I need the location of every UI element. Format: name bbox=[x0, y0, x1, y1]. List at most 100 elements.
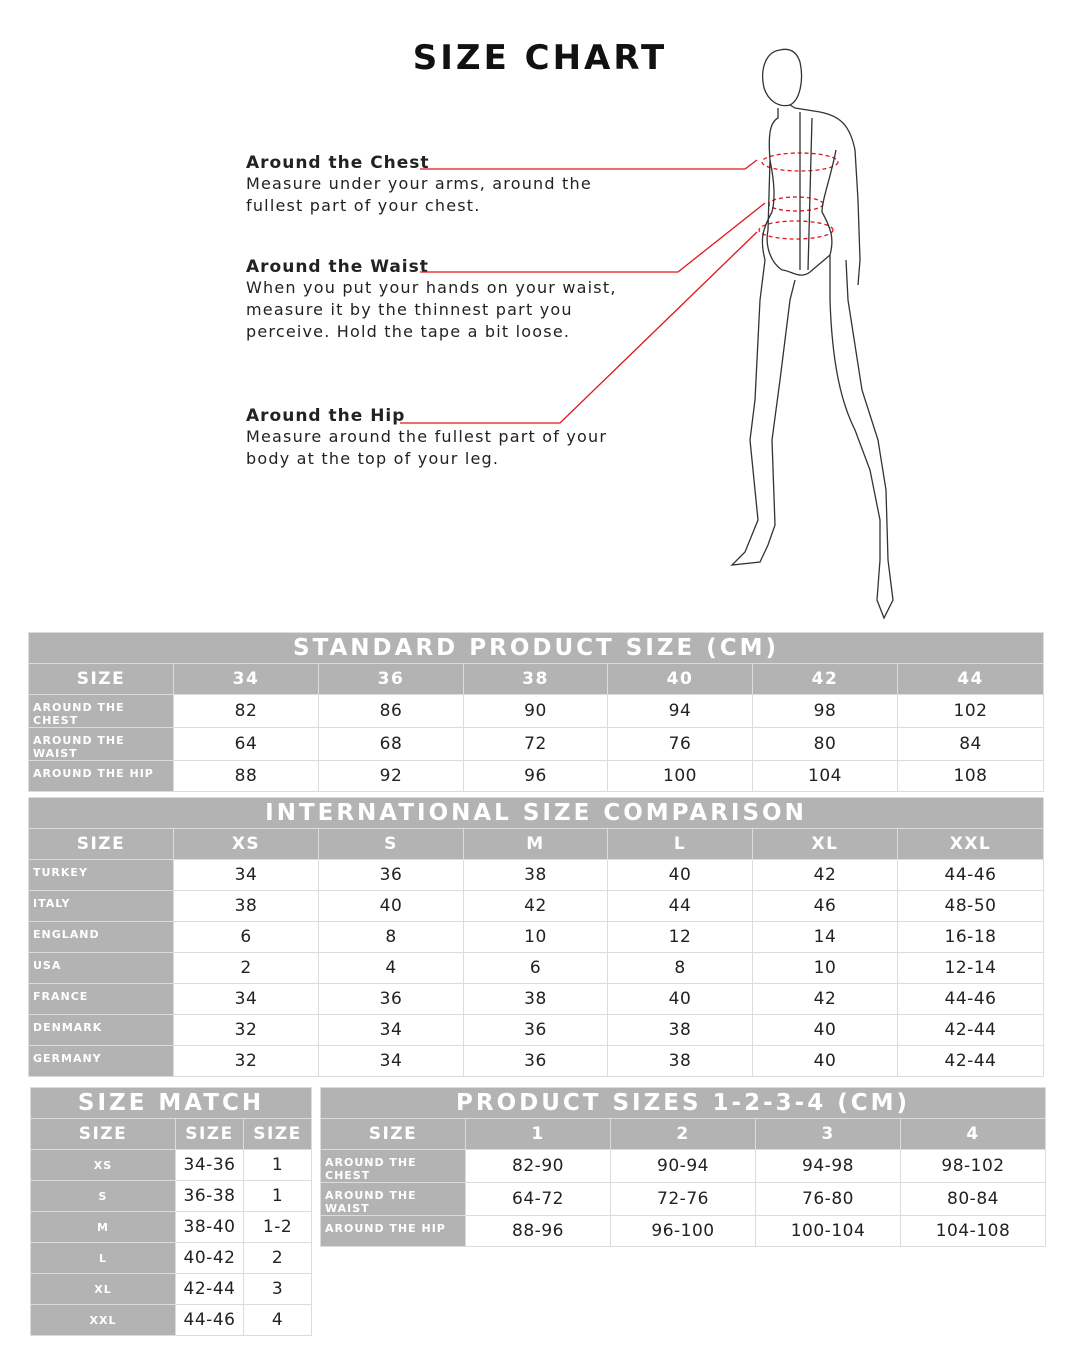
table-cell: 12-14 bbox=[897, 952, 1044, 984]
table-cell: 6 bbox=[463, 952, 608, 984]
table-cell: 38 bbox=[607, 1014, 753, 1046]
table-cell: 3 bbox=[242, 1273, 313, 1305]
table-cell: 76 bbox=[607, 727, 753, 761]
header-row: SIZE 34 36 38 40 42 44 bbox=[28, 663, 1045, 695]
table-cell: 34 bbox=[173, 859, 319, 891]
column-header: SIZE bbox=[242, 1118, 313, 1150]
table-cell: 4 bbox=[242, 1304, 313, 1336]
table-row: AROUND THE WAIST 64-72 72-76 76-80 80-84 bbox=[320, 1182, 1046, 1216]
table-cell: 36 bbox=[463, 1014, 608, 1046]
table-cell: 34-36 bbox=[175, 1149, 244, 1181]
waist-heading: Around the Waist bbox=[246, 257, 429, 277]
table-row: GERMANY 32 34 36 38 40 42-44 bbox=[28, 1045, 1044, 1077]
row-label: M bbox=[30, 1211, 176, 1243]
header-row: SIZE XS S M L XL XXL bbox=[28, 828, 1044, 860]
table-row: AROUND THE HIP 88 92 96 100 104 108 bbox=[28, 760, 1045, 792]
row-label: AROUND THE HIP bbox=[28, 760, 174, 792]
table-title: INTERNATIONAL SIZE COMPARISON bbox=[28, 797, 1044, 829]
table-cell: 48-50 bbox=[897, 890, 1044, 922]
chest-description: Measure under your arms, around the full… bbox=[246, 174, 592, 215]
column-header: 3 bbox=[755, 1118, 901, 1150]
row-label: TURKEY bbox=[28, 859, 174, 891]
table-title: PRODUCT SIZES 1-2-3-4 (CM) bbox=[320, 1087, 1046, 1119]
table-cell: 44-46 bbox=[897, 859, 1044, 891]
table-cell: 40 bbox=[752, 1045, 898, 1077]
table-cell: 16-18 bbox=[897, 921, 1044, 953]
row-label: AROUND THE WAIST bbox=[28, 727, 174, 761]
column-header: 40 bbox=[607, 663, 753, 695]
table-cell: 64-72 bbox=[465, 1182, 611, 1216]
table-cell: 100-104 bbox=[755, 1215, 901, 1247]
table-row: S 36-38 1 bbox=[30, 1180, 313, 1212]
table-cell: 36-38 bbox=[175, 1180, 244, 1212]
table-cell: 88 bbox=[173, 760, 319, 792]
table-cell: 96 bbox=[463, 760, 608, 792]
column-header: S bbox=[318, 828, 464, 860]
table-cell: 94 bbox=[607, 694, 753, 728]
table-cell: 38 bbox=[463, 859, 608, 891]
waist-description: When you put your hands on your waist, m… bbox=[246, 278, 617, 341]
table-cell: 82-90 bbox=[465, 1149, 611, 1183]
row-label: XS bbox=[30, 1149, 176, 1181]
table-cell: 36 bbox=[318, 859, 464, 891]
chest-measurement: Around the Chest Measure under your arms… bbox=[246, 153, 666, 217]
header-row: SIZE SIZE SIZE bbox=[30, 1118, 313, 1150]
row-label: XXL bbox=[30, 1304, 176, 1336]
row-label: DENMARK bbox=[28, 1014, 174, 1046]
table-row: ENGLAND 6 8 10 12 14 16-18 bbox=[28, 921, 1044, 953]
table-cell: 6 bbox=[173, 921, 319, 953]
column-header: 34 bbox=[173, 663, 319, 695]
table-row: AROUND THE WAIST 64 68 72 76 80 84 bbox=[28, 727, 1045, 761]
table-row: TURKEY 34 36 38 40 42 44-46 bbox=[28, 859, 1044, 891]
mannequin-illustration bbox=[400, 48, 894, 620]
table-cell: 76-80 bbox=[755, 1182, 901, 1216]
table-cell: 104-108 bbox=[900, 1215, 1046, 1247]
table-row: XL 42-44 3 bbox=[30, 1273, 313, 1305]
column-header: 36 bbox=[318, 663, 464, 695]
row-label: GERMANY bbox=[28, 1045, 174, 1077]
table-cell: 94-98 bbox=[755, 1149, 901, 1183]
column-header: SIZE bbox=[30, 1118, 176, 1150]
table-cell: 1-2 bbox=[242, 1211, 313, 1243]
table-row: FRANCE 34 36 38 40 42 44-46 bbox=[28, 983, 1044, 1015]
table-cell: 72-76 bbox=[610, 1182, 756, 1216]
table-cell: 10 bbox=[463, 921, 608, 953]
table-cell: 46 bbox=[752, 890, 898, 922]
table-cell: 34 bbox=[173, 983, 319, 1015]
size-match-table: SIZE MATCH SIZE SIZE SIZE XS 34-36 1 S 36-38 1 M 38… bbox=[29, 1087, 313, 1336]
table-cell: 8 bbox=[318, 921, 464, 953]
international-size-table: INTERNATIONAL SIZE COMPARISON SIZE XS S M L XL… bbox=[28, 797, 1044, 1077]
table-cell: 42-44 bbox=[897, 1045, 1044, 1077]
row-label: AROUND THE CHEST bbox=[320, 1149, 466, 1183]
row-label: AROUND THE HIP bbox=[320, 1215, 466, 1247]
table-cell: 104 bbox=[752, 760, 898, 792]
table-cell: 42 bbox=[463, 890, 608, 922]
hip-marker bbox=[758, 220, 834, 240]
table-cell: 96-100 bbox=[610, 1215, 756, 1247]
table-row: M 38-40 1-2 bbox=[30, 1211, 313, 1243]
row-label: XL bbox=[30, 1273, 176, 1305]
table-cell: 86 bbox=[318, 694, 464, 728]
row-label: S bbox=[30, 1180, 176, 1212]
table-cell: 1 bbox=[242, 1180, 313, 1212]
table-cell: 80-84 bbox=[900, 1182, 1046, 1216]
table-cell: 108 bbox=[896, 760, 1045, 792]
row-label: AROUND THE CHEST bbox=[28, 694, 174, 728]
table-cell: 80 bbox=[752, 727, 898, 761]
column-header: 1 bbox=[465, 1118, 611, 1150]
column-header: 38 bbox=[463, 663, 608, 695]
row-label: FRANCE bbox=[28, 983, 174, 1015]
column-header: 4 bbox=[900, 1118, 1046, 1150]
row-label: USA bbox=[28, 952, 174, 984]
table-cell: 32 bbox=[173, 1045, 319, 1077]
product-sizes-table: PRODUCT SIZES 1-2-3-4 (CM) SIZE 1 2 3 4 AROUND… bbox=[320, 1087, 1046, 1247]
table-cell: 36 bbox=[463, 1045, 608, 1077]
table-cell: 42 bbox=[752, 983, 898, 1015]
column-header: 44 bbox=[896, 663, 1045, 695]
waist-measurement: Around the Waist When you put your hands… bbox=[246, 257, 666, 343]
title-row: PRODUCT SIZES 1-2-3-4 (CM) bbox=[320, 1087, 1046, 1119]
column-header: SIZE bbox=[320, 1118, 466, 1150]
column-header: SIZE bbox=[28, 663, 174, 695]
table-cell: 36 bbox=[318, 983, 464, 1015]
